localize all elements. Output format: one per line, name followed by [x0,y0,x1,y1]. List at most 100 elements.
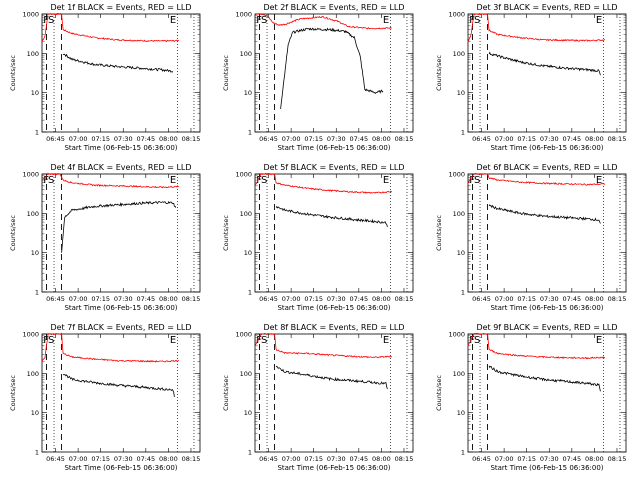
event-marker-F: F [469,15,475,26]
y-tick-label: 1000 [448,171,465,179]
y-axis-label: Counts/sec [9,375,17,411]
y-tick-label: 10 [244,249,252,257]
x-tick-label: 06:45 [259,295,278,303]
event-marker-S: S [261,335,267,346]
y-tick-label: 1000 [22,171,39,179]
chart-panel-3: Det 3f BLACK = Events, RED = LLD Counts/s… [435,3,627,152]
y-tick-label: 1 [461,289,465,297]
event-marker-E: E [596,15,602,26]
x-tick-label: 07:45 [349,295,368,303]
x-tick-label: 06:45 [259,135,278,143]
x-tick-label: 07:30 [114,135,133,143]
plot-frame [41,13,201,133]
x-tick-label: 07:30 [327,455,346,463]
chart-title: Det 1f BLACK = Events, RED = LLD [50,3,191,12]
event-marker-S: S [474,335,480,346]
x-tick-label: 07:45 [136,295,155,303]
x-tick-label: 08:00 [159,295,178,303]
chart-title: Det 5f BLACK = Events, RED = LLD [263,163,404,172]
x-tick-label: 07:30 [327,295,346,303]
events-rate-line [488,204,601,224]
x-tick-label: 07:15 [517,455,536,463]
plot-frame [467,13,627,133]
x-tick-label: 07:45 [562,295,581,303]
event-marker-E: E [596,175,602,186]
lld-rate-line [41,12,180,43]
x-tick-label: 08:00 [159,455,178,463]
event-marker-S: S [48,335,54,346]
events-rate-line [62,373,175,398]
x-tick-label: 07:30 [540,455,559,463]
x-tick-label: 08:15 [395,455,414,463]
plot-frame [254,173,414,293]
y-tick-label: 100 [27,210,39,218]
x-tick-label: 06:45 [472,455,491,463]
x-tick-label: 06:45 [46,135,65,143]
events-rate-line [61,200,177,253]
chart-panel-7: Det 7f BLACK = Events, RED = LLD Counts/s… [9,323,201,472]
x-axis-label: Start Time (06-Feb-15 06:36:00) [277,144,390,152]
x-tick-label: 07:00 [495,455,514,463]
chart-panel-4: Det 4f BLACK = Events, RED = LLD Counts/s… [9,163,201,312]
events-rate-line [488,365,601,392]
x-tick-label: 07:00 [495,135,514,143]
y-tick-label: 100 [240,370,252,378]
chart-panel-6: Det 6f BLACK = Events, RED = LLD Counts/s… [435,163,627,312]
y-tick-label: 1000 [448,331,465,339]
events-rate-line [280,27,384,109]
x-axis-label: Start Time (06-Feb-15 06:36:00) [490,304,603,312]
chart-panel-8: Det 8f BLACK = Events, RED = LLD Counts/s… [222,323,414,472]
y-tick-label: 10 [31,409,39,417]
plot-frame [41,173,201,293]
y-tick-label: 100 [453,370,465,378]
y-tick-label: 1 [248,289,252,297]
chart-title: Det 7f BLACK = Events, RED = LLD [50,323,191,332]
x-tick-label: 07:15 [304,135,323,143]
x-tick-label: 07:15 [91,295,110,303]
x-tick-label: 08:00 [372,455,391,463]
x-tick-label: 07:30 [540,135,559,143]
x-tick-label: 07:00 [495,295,514,303]
chart-panel-5: Det 5f BLACK = Events, RED = LLD Counts/s… [222,163,414,312]
y-tick-label: 1 [248,449,252,457]
event-marker-F: F [43,15,49,26]
plot-frame [467,173,627,293]
x-tick-label: 08:15 [608,455,627,463]
x-tick-label: 08:00 [585,295,604,303]
event-marker-S: S [48,175,54,186]
events-rate-line [275,365,388,390]
x-axis-label: Start Time (06-Feb-15 06:36:00) [64,464,177,472]
x-tick-label: 07:45 [136,455,155,463]
x-tick-label: 08:00 [159,135,178,143]
chart-title: Det 8f BLACK = Events, RED = LLD [263,323,404,332]
x-tick-label: 07:00 [69,455,88,463]
x-tick-label: 08:15 [395,295,414,303]
x-tick-label: 07:00 [69,135,88,143]
x-tick-label: 06:45 [259,455,278,463]
y-tick-label: 1000 [235,331,252,339]
x-tick-label: 07:45 [349,135,368,143]
x-tick-label: 07:15 [304,295,323,303]
events-rate-line [275,205,388,228]
event-marker-S: S [261,175,267,186]
lld-rate-line [254,332,393,359]
y-axis-label: Counts/sec [9,55,17,91]
event-marker-E: E [383,15,389,26]
lld-rate-line [41,332,179,363]
y-tick-label: 10 [457,409,465,417]
x-tick-label: 07:15 [517,295,536,303]
x-tick-label: 08:00 [585,135,604,143]
x-tick-label: 07:45 [562,135,581,143]
y-tick-label: 1000 [235,171,252,179]
plot-frame [254,333,414,453]
event-marker-E: E [170,335,176,346]
chart-title: Det 3f BLACK = Events, RED = LLD [476,3,617,12]
lld-rate-line [41,172,179,189]
x-tick-label: 08:00 [585,455,604,463]
x-tick-label: 08:00 [372,135,391,143]
x-tick-label: 06:45 [46,295,65,303]
x-tick-label: 08:15 [182,135,201,143]
x-tick-label: 07:45 [562,455,581,463]
y-tick-label: 10 [244,89,252,97]
